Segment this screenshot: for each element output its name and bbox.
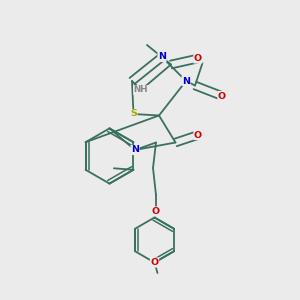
Text: O: O — [218, 92, 226, 100]
Text: S: S — [130, 110, 137, 118]
Text: N: N — [182, 76, 190, 85]
Text: NH: NH — [134, 85, 148, 94]
Text: N: N — [158, 52, 166, 62]
Text: O: O — [194, 130, 202, 140]
Text: N: N — [131, 146, 139, 154]
Text: O: O — [150, 258, 159, 267]
Text: O: O — [152, 207, 160, 216]
Text: O: O — [194, 54, 202, 63]
